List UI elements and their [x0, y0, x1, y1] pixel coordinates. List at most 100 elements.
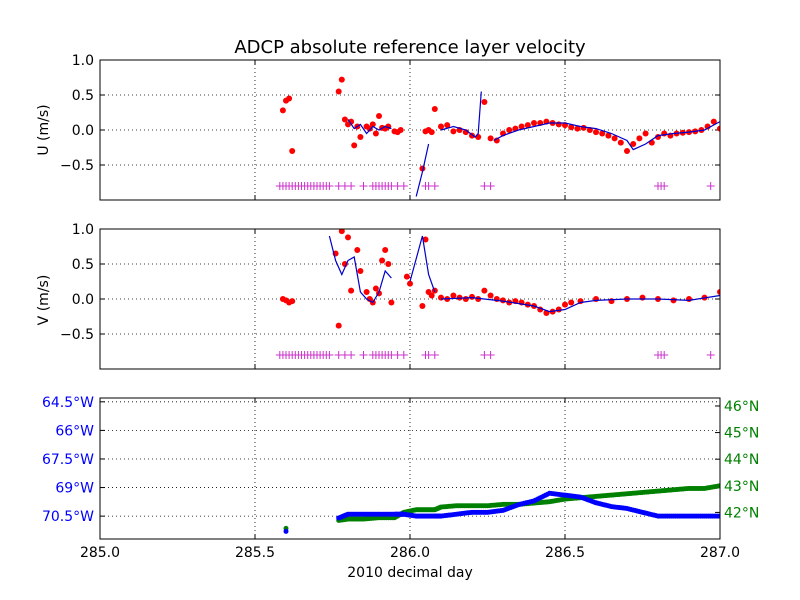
u-data-point	[431, 106, 438, 112]
latitude-tick-label: 46°N	[724, 399, 759, 415]
v-data-point	[354, 247, 361, 253]
longitude-tick-label: 64.5°W	[42, 395, 94, 411]
u-data-point	[568, 124, 575, 131]
u-data-point	[574, 125, 581, 132]
longitude-tick-label: 67.5°W	[42, 452, 94, 468]
x-tick-label: 286.0	[390, 545, 430, 561]
v-data-point	[345, 234, 351, 241]
u-data-point	[605, 132, 612, 139]
v-flag-marker	[399, 351, 408, 359]
v-ytick-label: 1.0	[72, 222, 94, 238]
v-data-point	[469, 293, 475, 300]
v-frame	[99, 228, 721, 370]
u-data-point	[580, 124, 587, 131]
v-data-point	[372, 285, 379, 292]
v-smoothed-line	[440, 294, 720, 313]
v-data-point	[475, 296, 482, 302]
u-data-point	[335, 88, 342, 95]
v-data-point	[438, 294, 444, 301]
v-flag-marker	[660, 351, 669, 359]
u-frame	[99, 59, 721, 201]
v-data-point	[357, 268, 364, 274]
v-ytick-label: 0.5	[72, 257, 94, 273]
v-data-point	[422, 236, 429, 243]
u-data-point	[372, 130, 379, 137]
longitude-tick-label: 66°W	[55, 423, 94, 439]
latitude-tick-label: 42°N	[724, 505, 759, 521]
u-data-point	[348, 118, 355, 125]
u-flag-marker	[347, 182, 356, 190]
u-data-point	[593, 129, 599, 136]
u-data-layer	[275, 76, 720, 197]
v-data-point	[385, 261, 392, 267]
u-ytick-label: −0.5	[60, 158, 94, 174]
v-data-point	[388, 299, 395, 306]
v-smoothed-line	[328, 235, 392, 304]
u-data-point	[450, 128, 457, 135]
u-velocity-panel: 1.0 0.5 0.0 −0.5	[60, 53, 721, 201]
x-tick-label: 285.5	[235, 545, 275, 561]
chart-title: ADCP absolute reference layer velocity	[234, 37, 586, 58]
v-ytick-label: −0.5	[60, 327, 94, 343]
u-data-point	[599, 130, 606, 137]
v-flag-marker	[347, 351, 356, 359]
latitude-tick-label: 43°N	[724, 479, 759, 495]
u-data-point	[366, 125, 373, 132]
u-data-point	[630, 141, 637, 147]
v-data-point	[382, 247, 389, 253]
v-data-point	[462, 296, 469, 302]
v-data-point	[568, 299, 575, 306]
longitude-point	[283, 528, 289, 534]
v-data-point	[686, 296, 692, 302]
v-data-point	[363, 289, 370, 295]
u-data-point	[531, 120, 537, 126]
v-ytick-label: 0.0	[72, 292, 94, 308]
u-data-point	[611, 135, 618, 142]
v-smoothed-line	[409, 235, 436, 293]
v-data-point	[608, 298, 615, 305]
v-data-point	[335, 322, 342, 329]
u-smoothed-line	[415, 143, 430, 197]
u-flag-marker	[706, 182, 715, 190]
u-smoothed-line	[347, 119, 392, 135]
u-flag-marker	[660, 182, 669, 190]
v-data-point	[639, 294, 646, 301]
u-smoothed-line	[493, 121, 720, 151]
u-flag-marker	[325, 182, 334, 190]
u-smoothed-line	[440, 91, 482, 138]
v-flag-marker	[359, 351, 368, 359]
v-flag-marker	[325, 351, 334, 359]
u-data-point	[438, 123, 444, 130]
u-data-point	[624, 148, 630, 154]
v-data-point	[481, 287, 488, 294]
u-data-point	[279, 107, 286, 114]
v-data-point	[348, 287, 355, 294]
u-ytick-label: 0.0	[72, 123, 94, 139]
x-tick-label: 285.0	[80, 545, 120, 561]
longitude-tick-label: 70.5°W	[42, 509, 94, 525]
u-data-point	[369, 121, 376, 128]
v-data-point	[450, 292, 457, 299]
u-data-point	[289, 148, 296, 154]
v-velocity-panel: 1.0 0.5 0.0 −0.5	[60, 222, 721, 370]
u-flag-marker	[486, 182, 495, 190]
v-data-point	[717, 289, 720, 295]
u-data-point	[428, 129, 435, 136]
v-flag-marker	[706, 351, 715, 359]
v-data-point	[403, 273, 410, 280]
u-flag-marker	[359, 182, 368, 190]
u-data-point	[524, 122, 531, 129]
v-data-point	[428, 292, 435, 299]
x-axis-label: 2010 decimal day	[347, 565, 472, 581]
position-panel: 64.5°W 66°W 67.5°W 69°W 70.5°W 46°N 45°N 44°N 43…	[42, 395, 759, 561]
v-data-point	[562, 301, 568, 308]
position-frame	[99, 397, 721, 540]
u-data-point	[341, 116, 348, 123]
longitude-tick-label: 69°W	[55, 481, 94, 497]
u-data-point	[357, 134, 364, 140]
u-data-point	[338, 76, 345, 83]
v-flag-marker	[430, 351, 439, 359]
u-data-point	[710, 118, 717, 125]
